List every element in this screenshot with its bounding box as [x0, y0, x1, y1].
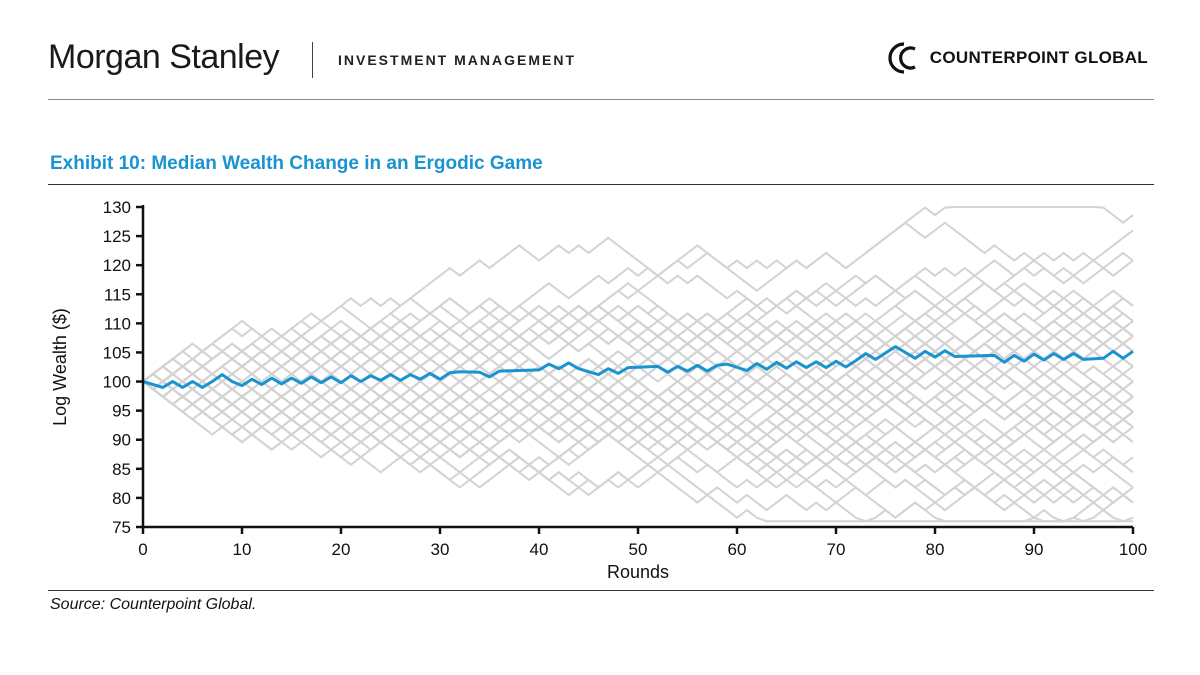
- y-tick-label: 105: [103, 343, 131, 362]
- x-tick-label: 20: [332, 540, 351, 559]
- x-tick-label: 90: [1025, 540, 1044, 559]
- exhibit-title: Exhibit 10: Median Wealth Change in an E…: [50, 153, 543, 174]
- x-tick-label: 40: [530, 540, 549, 559]
- x-tick-label: 50: [629, 540, 648, 559]
- background-path-line: [142, 372, 1134, 459]
- median-series-group: [142, 345, 1134, 389]
- counterpoint-c-logo-icon: [888, 42, 916, 74]
- x-tick-label: 80: [926, 540, 945, 559]
- header-divider: [312, 42, 313, 78]
- background-path-line: [142, 380, 1134, 523]
- background-paths: [142, 206, 1134, 523]
- background-path-line: [142, 372, 1134, 504]
- background-path-line: [142, 380, 1134, 523]
- y-tick-label: 115: [104, 285, 131, 304]
- x-tick-label: 70: [827, 540, 846, 559]
- tick-labels: 75 80 85 90 95 100 105 110 115 120 125 130 0 10 20 30 40…: [103, 198, 1148, 559]
- y-tick-label: 85: [112, 460, 131, 479]
- morgan-stanley-logo: Morgan Stanley: [48, 38, 280, 76]
- background-path-line: [142, 297, 1134, 406]
- x-tick-label: 0: [138, 540, 147, 559]
- background-path-line: [142, 380, 1134, 466]
- wealth-chart: 75 80 85 90 95 100 105 110 115 120 125 130 0 10 20 30 40…: [50, 198, 1148, 582]
- y-tick-label: 125: [103, 227, 131, 246]
- background-path-line: [142, 372, 1134, 489]
- x-tick-label: 100: [1119, 540, 1147, 559]
- background-path-line: [142, 327, 1134, 398]
- counterpoint-name: COUNTERPOINT GLOBAL: [929, 48, 1148, 67]
- x-tick-label: 60: [728, 540, 747, 559]
- y-axis-title: Log Wealth ($): [50, 308, 70, 426]
- y-tick-label: 120: [103, 256, 131, 275]
- division-name: INVESTMENT MANAGEMENT: [338, 52, 576, 68]
- median-wealth-line: [142, 345, 1134, 389]
- background-path-line: [142, 350, 1134, 421]
- background-path-line: [142, 304, 1134, 436]
- background-path-line: [142, 327, 1134, 413]
- title-rule: [48, 184, 1154, 185]
- x-tick-label: 10: [233, 540, 252, 559]
- background-path-line: [142, 350, 1134, 482]
- background-path-line: [142, 380, 1134, 523]
- x-tick-label: 30: [431, 540, 450, 559]
- background-path-line: [142, 380, 1133, 523]
- header-rule: [48, 99, 1154, 100]
- background-path-line: [142, 259, 1134, 391]
- background-path-line: [142, 357, 1134, 451]
- background-path-line: [142, 380, 1134, 523]
- y-tick-label: 110: [104, 314, 131, 333]
- axes: [136, 205, 1135, 534]
- y-tick-label: 75: [112, 518, 131, 537]
- y-tick-label: 130: [103, 198, 131, 217]
- source-rule: [48, 590, 1154, 591]
- header: Morgan Stanley INVESTMENT MANAGEMENT COU…: [48, 34, 1154, 98]
- y-tick-label: 100: [103, 373, 131, 392]
- background-path-line: [142, 297, 1134, 383]
- x-axis-title: Rounds: [607, 562, 669, 582]
- counterpoint-brand: COUNTERPOINT GLOBAL: [882, 40, 1148, 76]
- y-tick-label: 80: [112, 489, 131, 508]
- source-note: Source: Counterpoint Global.: [50, 596, 257, 613]
- background-path-line: [142, 327, 1134, 398]
- y-tick-label: 95: [112, 402, 131, 421]
- y-tick-label: 90: [112, 431, 131, 450]
